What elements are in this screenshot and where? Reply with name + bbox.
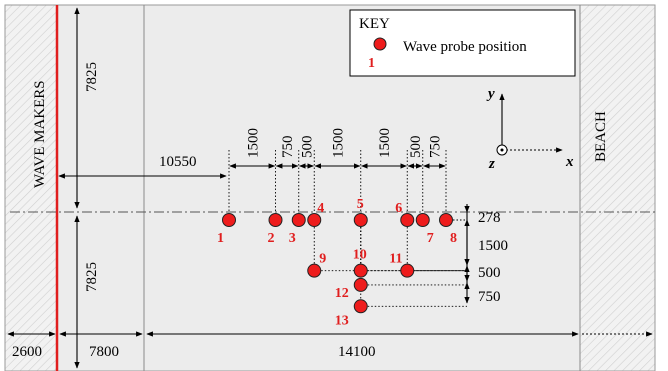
probe-spacing-label: 750 [427, 136, 443, 159]
probe-label: 4 [317, 201, 324, 216]
probe-spacing-label: 1500 [331, 128, 347, 158]
legend-entry-label: Wave probe position [403, 39, 527, 55]
probe-label: 11 [389, 252, 402, 267]
probe-label: 6 [395, 201, 402, 216]
legend-box: KEY Wave probe position 1 [349, 9, 576, 77]
probe-label: 2 [268, 231, 275, 246]
probe-label: 10 [353, 248, 367, 263]
probe-marker [268, 213, 283, 227]
upper-width-label: 7825 [84, 62, 100, 92]
bottom-dim-2600: 2600 [12, 344, 42, 360]
probe-label: 1 [217, 231, 224, 246]
bottom-dim-7800: 7800 [89, 344, 119, 360]
left-hatch [5, 5, 57, 371]
legend-frame [349, 9, 576, 77]
probe-marker [353, 213, 368, 227]
probe-spacing-label: 500 [300, 136, 316, 159]
probe-marker [353, 277, 368, 292]
right-hatch [580, 5, 655, 371]
z-axis-dot [500, 148, 504, 152]
probe-label: 7 [427, 231, 434, 246]
offset-1500-label: 1500 [478, 238, 508, 254]
probe-spacing-label: 750 [280, 136, 296, 159]
y-axis-label: y [486, 86, 495, 102]
probe-marker [353, 299, 368, 314]
probe-guide-lines [228, 150, 467, 307]
probe-marker [307, 213, 322, 227]
first-probe-distance: 10550 [58, 154, 227, 179]
z-axis-label: z [488, 156, 495, 172]
legend-title: KEY [359, 16, 390, 32]
beach-label: BEACH [593, 111, 609, 162]
probe-spacing-dimensions: 1500 750 500 1500 1500 500 750 [229, 128, 446, 169]
row-offset-dimensions: 278 1500 500 750 [464, 204, 508, 305]
tank-border [4, 4, 656, 371]
probe-label: 5 [357, 197, 364, 212]
bottom-dimensions: 2600 7800 14100 [7, 331, 653, 360]
probe-marker [307, 263, 322, 278]
probe-label: 3 [289, 231, 296, 246]
probe-marker [400, 213, 415, 227]
probe-marker [353, 263, 368, 278]
probe-marker [415, 213, 430, 227]
probe-marker [439, 213, 453, 227]
probe-spacing-label: 500 [408, 136, 424, 159]
probe-label: 8 [450, 231, 457, 246]
bottom-dim-14100: 14100 [338, 344, 376, 360]
first-probe-distance-label: 10550 [159, 154, 197, 170]
probe-marker [400, 263, 415, 278]
probe-markers [222, 213, 453, 314]
offset-500-label: 500 [478, 265, 501, 281]
probe-marker [291, 213, 306, 227]
offset-750-label: 750 [478, 289, 501, 305]
probe-label: 12 [335, 286, 349, 301]
probe-spacing-label: 1500 [245, 128, 261, 158]
x-axis-label: x [565, 154, 574, 170]
legend-entry-number: 1 [368, 56, 375, 71]
coordinate-axes: y x z [486, 86, 574, 172]
probe-label: 9 [319, 252, 326, 267]
lower-width-label: 7825 [84, 262, 100, 292]
probe-label: 13 [335, 313, 349, 328]
offset-278-label: 278 [478, 210, 501, 226]
probe-marker [222, 213, 236, 227]
probe-spacing-label: 1500 [377, 128, 393, 158]
legend-probe-marker [373, 37, 387, 51]
wave-makers-label: WAVE MAKERS [32, 80, 48, 188]
